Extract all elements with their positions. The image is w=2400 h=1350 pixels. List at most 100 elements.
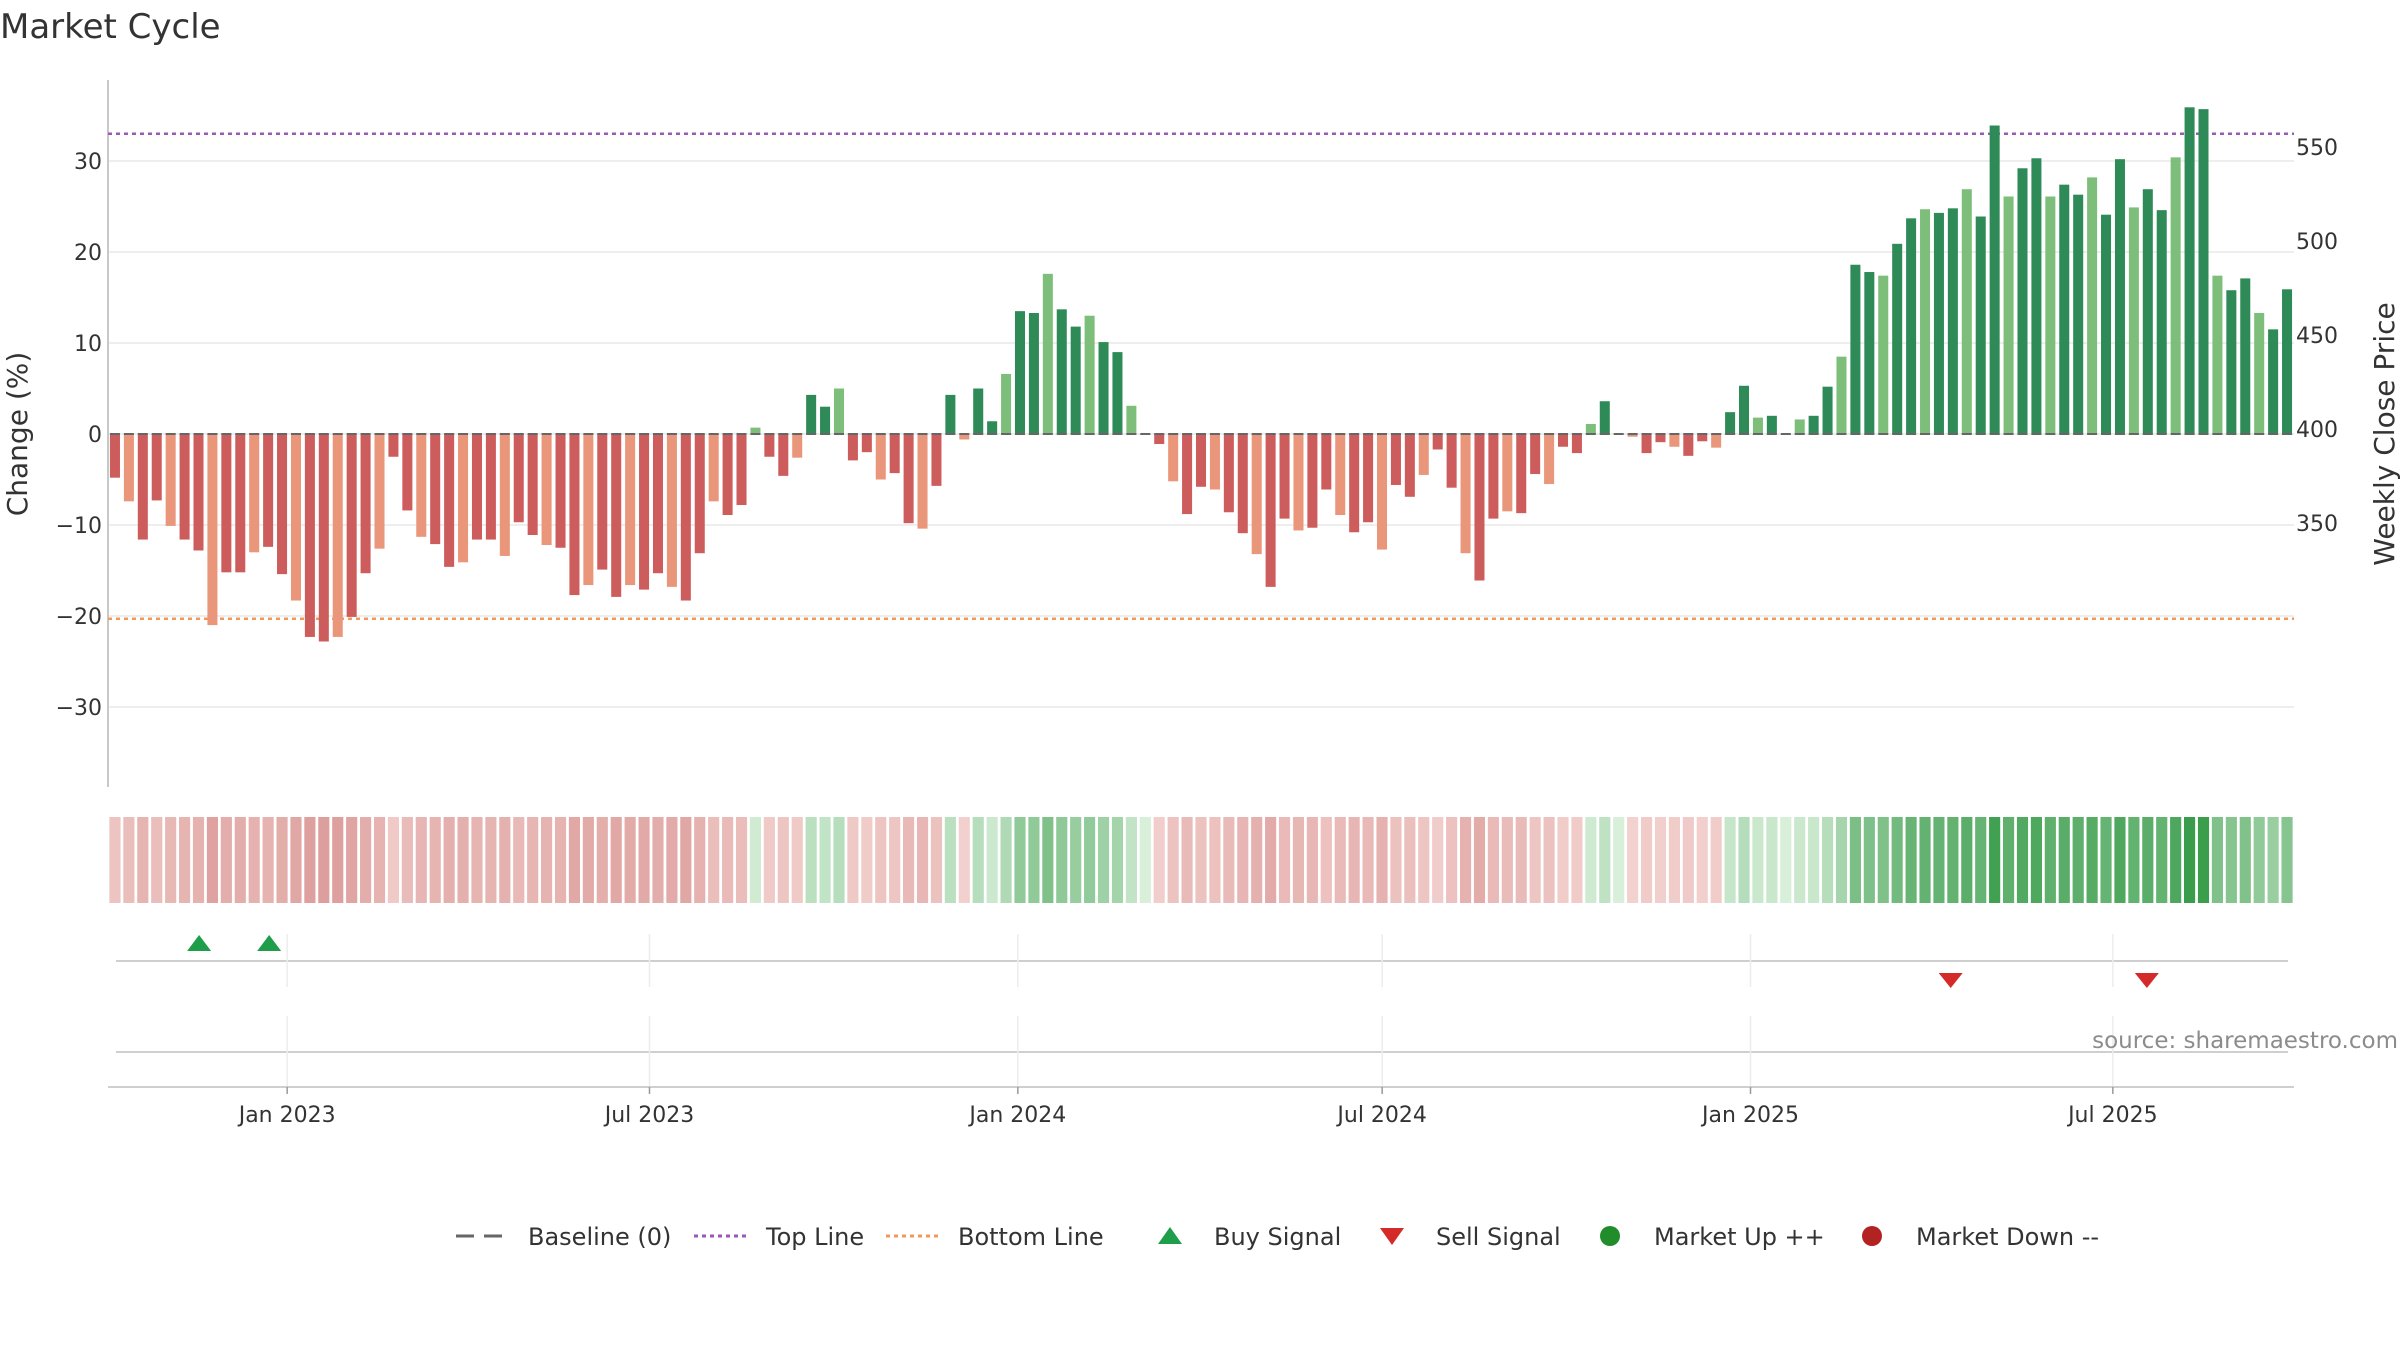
heat-cell bbox=[568, 817, 581, 903]
heat-cell bbox=[1348, 817, 1360, 903]
change-bar bbox=[1042, 273, 1053, 434]
heat-cell bbox=[833, 817, 845, 903]
heat-cell bbox=[1487, 817, 1499, 903]
change-bar bbox=[1001, 373, 1012, 434]
y-tick-label: −10 bbox=[56, 514, 102, 539]
change-bar bbox=[1669, 434, 1680, 447]
heat-cell bbox=[1376, 817, 1388, 903]
change-bar bbox=[666, 434, 677, 587]
change-bar bbox=[1363, 434, 1374, 523]
heat-cell bbox=[708, 817, 720, 903]
heat-cell bbox=[1000, 817, 1012, 903]
heat-cell bbox=[1223, 817, 1235, 903]
heat-cell bbox=[471, 817, 483, 903]
x-tick-label: Jan 2025 bbox=[1700, 1103, 1799, 1128]
change-bar bbox=[2087, 177, 2098, 434]
change-bar bbox=[1014, 311, 1026, 434]
heat-cell bbox=[1084, 817, 1096, 903]
heat-cell bbox=[1891, 817, 1903, 903]
heat-cell bbox=[2058, 817, 2070, 903]
change-bar bbox=[193, 434, 204, 551]
heat-cell bbox=[318, 817, 330, 903]
heat-cell bbox=[1529, 817, 1541, 903]
heat-cell bbox=[2156, 817, 2168, 903]
change-bar bbox=[778, 434, 789, 476]
heat-cell bbox=[722, 817, 734, 903]
change-bar bbox=[1432, 434, 1443, 450]
change-bar bbox=[2156, 210, 2167, 434]
x-tick-label: Jul 2024 bbox=[1335, 1103, 1427, 1128]
legend-label: Market Down -- bbox=[1916, 1223, 2099, 1251]
change-bar bbox=[1154, 434, 1165, 445]
change-bar bbox=[2170, 157, 2181, 435]
change-bar bbox=[1975, 216, 1986, 434]
change-bar bbox=[1474, 434, 1485, 581]
heat-cell bbox=[1278, 817, 1291, 903]
change-bar bbox=[1878, 275, 1889, 434]
change-bar bbox=[109, 434, 120, 478]
change-bar bbox=[1168, 434, 1179, 482]
change-bar bbox=[1585, 423, 1596, 434]
heat-cell bbox=[1863, 817, 1875, 903]
heat-cell bbox=[2044, 817, 2056, 903]
heat-cell bbox=[1181, 817, 1193, 903]
heat-cell bbox=[443, 817, 455, 903]
change-bar bbox=[1794, 419, 1805, 434]
change-bar bbox=[1195, 434, 1207, 487]
legend-label: Sell Signal bbox=[1436, 1223, 1561, 1251]
heat-cell bbox=[1209, 817, 1221, 903]
heat-cell bbox=[2002, 817, 2015, 903]
change-bar bbox=[750, 427, 761, 434]
heat-cell bbox=[541, 817, 553, 903]
change-bar bbox=[527, 434, 538, 536]
y2-axis: 550 500 450 400 350 bbox=[2296, 136, 2338, 537]
change-bar bbox=[346, 434, 357, 617]
heat-cell bbox=[805, 817, 817, 903]
change-bar bbox=[2282, 289, 2293, 434]
change-bar bbox=[1989, 125, 2000, 434]
heat-cell bbox=[276, 817, 288, 903]
change-bar bbox=[1265, 434, 1276, 587]
change-bar bbox=[1571, 434, 1582, 454]
heat-cell bbox=[1473, 817, 1486, 903]
change-bar bbox=[1822, 386, 1833, 434]
y-tick-label: 30 bbox=[74, 150, 102, 175]
heat-cell bbox=[1543, 817, 1555, 903]
heat-cell bbox=[1877, 817, 1889, 903]
heat-cell bbox=[1153, 817, 1165, 903]
change-bars bbox=[109, 107, 2293, 642]
heat-cell bbox=[220, 817, 232, 903]
heat-cell bbox=[1251, 817, 1263, 903]
heat-cell bbox=[1459, 817, 1472, 903]
heat-cell bbox=[1390, 817, 1402, 903]
change-bar bbox=[151, 434, 162, 501]
legend-label: Baseline (0) bbox=[528, 1223, 671, 1251]
chart-title: Market Cycle bbox=[0, 7, 221, 47]
change-bar bbox=[444, 434, 455, 567]
change-bar bbox=[736, 434, 747, 505]
change-bar bbox=[277, 434, 288, 575]
heat-cell bbox=[1111, 817, 1124, 903]
change-bar bbox=[179, 434, 190, 540]
heat-cell bbox=[290, 817, 302, 903]
heat-cell bbox=[889, 817, 901, 903]
heat-cell bbox=[735, 817, 748, 903]
change-bar bbox=[1864, 272, 1875, 434]
x-tick-label: Jul 2025 bbox=[2066, 1103, 2158, 1128]
change-bar bbox=[1892, 243, 1903, 434]
change-bar bbox=[639, 434, 650, 590]
heat-cell bbox=[304, 817, 316, 903]
change-bar bbox=[931, 434, 942, 486]
legend-item: Sell Signal bbox=[1380, 1223, 1561, 1251]
heat-cell bbox=[151, 817, 163, 903]
heat-cell bbox=[373, 817, 386, 903]
heat-cell bbox=[819, 817, 831, 903]
heat-cell bbox=[123, 817, 135, 903]
change-bar bbox=[541, 434, 552, 546]
y2-axis-title: Weekly Close Price bbox=[2368, 302, 2400, 565]
heat-cell bbox=[624, 817, 636, 903]
heat-cell bbox=[2225, 817, 2237, 903]
change-bar bbox=[1711, 434, 1722, 448]
change-bar bbox=[1697, 434, 1708, 442]
heat-cell bbox=[2197, 817, 2210, 903]
